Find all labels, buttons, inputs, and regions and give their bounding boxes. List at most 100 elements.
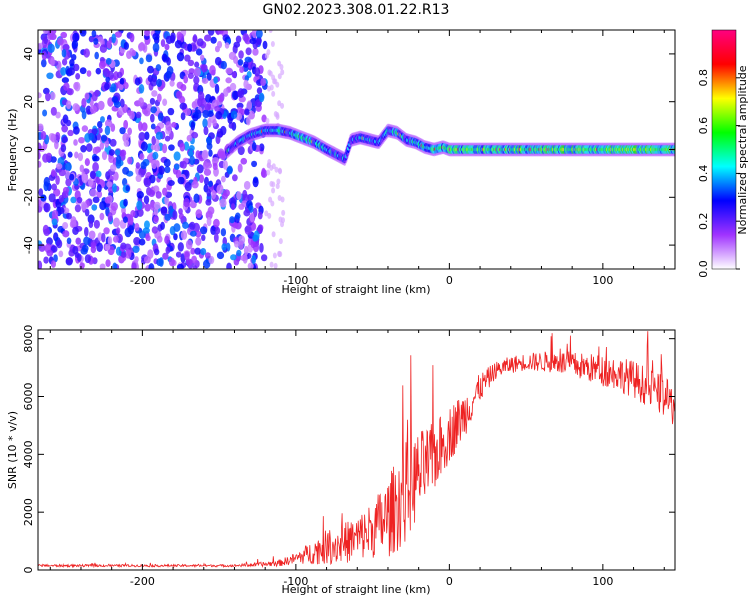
spectrogram-cell [164, 213, 171, 221]
spectrogram-cell [208, 255, 215, 265]
spectrogram-cell [66, 212, 72, 220]
spectrogram-cell [98, 60, 106, 70]
spectrogram-cell [120, 149, 127, 157]
spectrogram-cell [58, 194, 65, 203]
spectrogram-cell [193, 75, 200, 85]
spectrogram-cell [156, 78, 162, 88]
spectrogram-cell [139, 153, 145, 161]
spectrogram-cell [203, 168, 212, 176]
spectrogram-cell [205, 198, 212, 206]
spectrogram-cell [135, 162, 141, 169]
spectrogram-cell [83, 236, 91, 246]
spectrogram-ylabel: Frequency (Hz) [6, 109, 19, 192]
spectrogram-cell [104, 196, 111, 204]
spectrogram-cell [165, 35, 173, 45]
spectrogram-cell [195, 209, 203, 219]
spectrogram-cell [122, 216, 128, 224]
spectrogram-cell [43, 256, 49, 264]
spectrogram-cell [70, 196, 77, 204]
spectrogram-cell [213, 232, 219, 243]
spectrogram-cell [213, 76, 218, 84]
spectrogram-cell [81, 97, 87, 108]
spectrogram-cell [266, 49, 271, 56]
spectrogram-cell [115, 149, 121, 156]
spectrogram-cell [219, 198, 227, 208]
spectrogram-cell [63, 82, 70, 91]
spectrogram-cell [116, 71, 123, 79]
spectrogram-cell [45, 92, 51, 102]
spectrogram-cell [84, 92, 90, 100]
spectrogram-cell [152, 151, 159, 160]
spectrogram-cell [50, 133, 57, 143]
spectrogram-cell [227, 116, 233, 124]
spectrogram-cell [78, 136, 85, 144]
spectrogram-cell [218, 94, 224, 103]
spectrogram-cell [54, 140, 59, 150]
spectrogram-cell [55, 111, 61, 119]
spectrogram-cell [72, 32, 80, 43]
spectrogram-cell [151, 90, 158, 97]
spectrogram-cell [188, 68, 195, 75]
spectrogram-cell [102, 68, 111, 78]
colorbar-gradient [712, 30, 736, 269]
spectrogram-cell [109, 164, 117, 172]
spectrogram-cell [109, 138, 117, 147]
spectrogram-cell [67, 151, 73, 158]
spectrogram-cell [177, 242, 184, 252]
spectrogram-cell [42, 153, 49, 163]
spectrogram-cell [195, 48, 203, 56]
spectrogram-cell [147, 65, 154, 74]
spectrogram-cell [222, 189, 230, 197]
spectrogram-cell [261, 114, 267, 123]
spectrogram-cell [164, 135, 171, 142]
spectrogram-cell [167, 179, 175, 186]
spectrogram-cell [138, 121, 143, 132]
spectrogram-cell [38, 199, 42, 207]
spectrogram-cell [129, 32, 135, 43]
spectrogram-cell [191, 255, 198, 264]
spectrogram-cell [251, 254, 257, 265]
spectrogram-cell [208, 149, 213, 157]
spectrogram-cell [214, 56, 222, 66]
spectrogram-cell [86, 70, 92, 77]
spectrogram-cell [127, 127, 133, 136]
spectrogram-cell [136, 190, 144, 199]
spectrogram-cell [268, 30, 273, 34]
spectrogram-cell [73, 126, 80, 135]
spectrogram-cell [205, 162, 213, 169]
spectrogram-cell [249, 38, 257, 45]
spectrogram-cell [151, 159, 158, 170]
spectrogram-cell [266, 169, 271, 176]
spectrogram-cell [123, 139, 130, 147]
spectrogram-cell [136, 200, 143, 211]
spectrogram-cell [226, 165, 233, 175]
spectrogram-cell [103, 227, 110, 235]
spectrogram-cell [206, 142, 213, 150]
spectrogram-cell [246, 116, 251, 126]
spectrogram-cell [112, 183, 117, 193]
spectrogram-cell [80, 201, 87, 211]
spectrogram-cell [277, 251, 282, 258]
spectrogram-cell [72, 245, 79, 255]
spectrogram-cell [76, 196, 83, 204]
spectrogram-cell [106, 181, 113, 188]
spectrogram-cell [199, 54, 205, 61]
spectrogram-cell [156, 235, 163, 243]
spectrogram-cell [85, 143, 93, 152]
spectrogram-cell [267, 158, 272, 165]
spectrogram-cell [101, 150, 108, 161]
spectrogram-cell [94, 89, 100, 97]
spectrogram-cell [75, 73, 81, 80]
spectrogram-cell [171, 121, 177, 128]
spectrogram-cell [195, 150, 201, 159]
spectrogram-cell [60, 31, 68, 39]
spectrogram-cell [115, 227, 121, 235]
x-tick-label: 100 [592, 575, 613, 588]
spectrogram-cell [108, 149, 115, 156]
spectrogram-cell [203, 34, 212, 42]
spectrogram-cell [115, 155, 122, 165]
spectrogram-cell [48, 193, 56, 203]
spectrogram-cell [62, 114, 69, 124]
spectrogram-cell [180, 230, 188, 240]
